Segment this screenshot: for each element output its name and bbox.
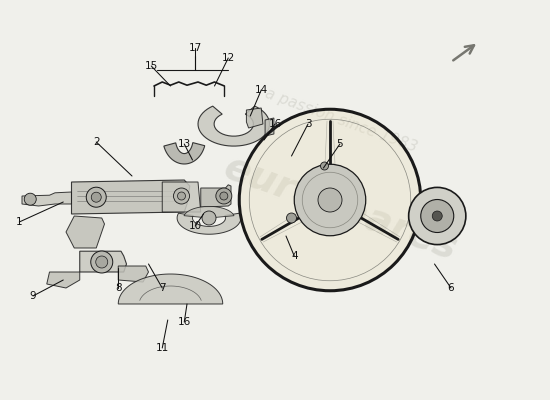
Circle shape [294,164,366,236]
Polygon shape [201,185,231,207]
Circle shape [216,188,232,204]
Circle shape [24,193,36,205]
Polygon shape [162,182,201,212]
Text: 14: 14 [255,85,268,95]
Circle shape [86,187,106,207]
Polygon shape [22,192,72,206]
Polygon shape [118,274,223,304]
Circle shape [432,211,442,221]
Polygon shape [184,206,234,218]
Circle shape [421,200,454,232]
Polygon shape [246,108,263,128]
Text: 17: 17 [189,43,202,53]
Polygon shape [47,272,80,288]
Text: 9: 9 [30,291,36,301]
Circle shape [287,213,296,223]
Polygon shape [265,118,274,136]
Circle shape [220,192,228,200]
Text: 15: 15 [145,61,158,71]
Circle shape [239,109,421,291]
Circle shape [96,256,108,268]
Polygon shape [80,251,127,272]
Text: 7: 7 [159,283,166,293]
Text: 10: 10 [189,221,202,231]
Circle shape [91,251,113,273]
Polygon shape [198,106,270,146]
Circle shape [321,162,328,170]
Polygon shape [72,180,190,214]
Text: 16: 16 [268,119,282,129]
Text: 16: 16 [178,317,191,327]
Circle shape [409,187,466,244]
Circle shape [173,188,190,204]
Text: 12: 12 [222,53,235,63]
Text: a passion since 1983: a passion since 1983 [263,86,419,154]
Polygon shape [164,143,205,164]
Text: 13: 13 [178,139,191,149]
Circle shape [91,192,101,202]
Circle shape [178,192,185,200]
Text: 2: 2 [93,137,100,147]
Polygon shape [177,213,241,234]
Polygon shape [118,266,148,282]
Text: 6: 6 [448,283,454,293]
Text: 3: 3 [305,119,311,129]
Circle shape [318,188,342,212]
Text: 4: 4 [291,251,298,261]
Text: eurospares: eurospares [219,148,463,268]
Text: 5: 5 [337,139,343,149]
Text: 11: 11 [156,343,169,353]
Polygon shape [66,216,104,248]
Circle shape [202,211,216,225]
Text: 1: 1 [16,217,23,227]
Text: 8: 8 [115,283,122,293]
